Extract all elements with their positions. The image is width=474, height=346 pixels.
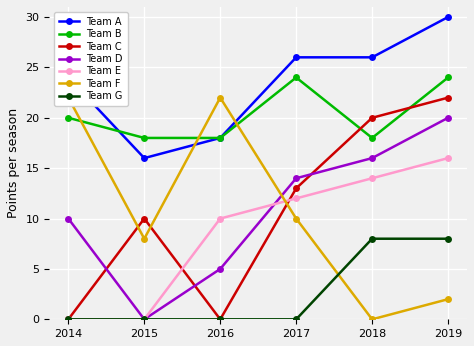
Team D — [141, 317, 147, 321]
Team D — [293, 176, 299, 180]
Team A — [293, 55, 299, 60]
Team F — [65, 95, 71, 100]
Team A — [141, 156, 147, 160]
Team E — [445, 156, 451, 160]
Team G — [293, 317, 299, 321]
Line: Team E: Team E — [65, 155, 452, 323]
Team A — [65, 75, 71, 80]
Team F — [218, 95, 223, 100]
Team B — [218, 136, 223, 140]
Team D — [218, 267, 223, 271]
Line: Team D: Team D — [65, 114, 452, 323]
Team B — [65, 116, 71, 120]
Y-axis label: Points per season: Points per season — [7, 108, 20, 218]
Team B — [141, 136, 147, 140]
Team F — [445, 297, 451, 301]
Team A — [445, 15, 451, 19]
Line: Team F: Team F — [65, 94, 452, 323]
Line: Team B: Team B — [65, 74, 452, 142]
Team C — [369, 116, 375, 120]
Team A — [369, 55, 375, 60]
Team D — [445, 116, 451, 120]
Team C — [293, 186, 299, 190]
Team C — [218, 317, 223, 321]
Team G — [445, 237, 451, 241]
Team C — [445, 95, 451, 100]
Team A — [218, 136, 223, 140]
Team F — [369, 317, 375, 321]
Team E — [369, 176, 375, 180]
Team E — [293, 196, 299, 200]
Team B — [293, 75, 299, 80]
Line: Team C: Team C — [65, 94, 452, 323]
Team E — [218, 217, 223, 221]
Line: Team A: Team A — [65, 13, 452, 162]
Team B — [369, 136, 375, 140]
Team E — [141, 317, 147, 321]
Team F — [293, 217, 299, 221]
Team G — [218, 317, 223, 321]
Team F — [141, 237, 147, 241]
Team B — [445, 75, 451, 80]
Team C — [141, 217, 147, 221]
Team D — [369, 156, 375, 160]
Team C — [65, 317, 71, 321]
Team G — [65, 317, 71, 321]
Legend: Team A, Team B, Team C, Team D, Team E, Team F, Team G: Team A, Team B, Team C, Team D, Team E, … — [54, 12, 128, 106]
Team D — [65, 217, 71, 221]
Line: Team G: Team G — [65, 235, 452, 323]
Team E — [65, 317, 71, 321]
Team G — [141, 317, 147, 321]
Team G — [369, 237, 375, 241]
